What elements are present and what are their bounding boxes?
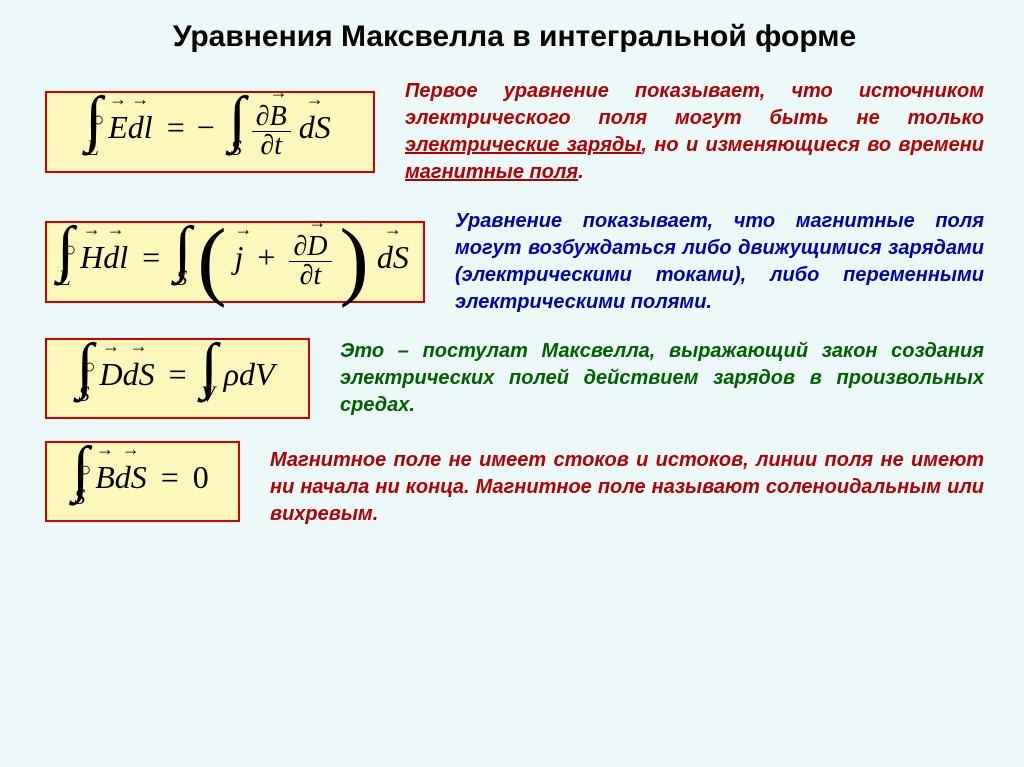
eq1-desc-u2: магнитные поля xyxy=(405,161,578,183)
eq4-B: B xyxy=(95,459,115,496)
equation-box-1: ∫L Eddll =− ∫S ∂B∂t dS xyxy=(45,91,375,172)
equation-row-4: ∫S BdS = 0 Магнитное поле не имеет стоко… xyxy=(45,441,984,528)
eq1-desc-p3: . xyxy=(578,161,584,183)
equation-box-2: ∫L Hdl = ∫S ( j + ∂D∂t ) dS xyxy=(45,221,425,302)
equation-4: ∫S BdS = 0 xyxy=(72,451,209,510)
equation-2: ∫L Hdl = ∫S ( j + ∂D∂t ) dS xyxy=(57,231,409,290)
equation-3: ∫S DdS = ∫V ρdV xyxy=(76,348,274,407)
eq1-sub-S: S xyxy=(229,135,244,161)
eq2-sub-S: S xyxy=(174,265,189,291)
equation-1: ∫L Eddll =− ∫S ∂B∂t dS xyxy=(85,101,330,160)
equation-row-2: ∫L Hdl = ∫S ( j + ∂D∂t ) dS Уравнение по… xyxy=(45,208,984,316)
eq1-desc-p1: Первое уравнение показывает, что источни… xyxy=(405,80,984,129)
equation-2-description: Уравнение показывает, что магнитные поля… xyxy=(455,208,984,316)
equation-4-description: Магнитное поле не имеет стоков и истоков… xyxy=(270,441,984,528)
eq4-rhs: 0 xyxy=(193,459,209,495)
eq3-D: D xyxy=(99,356,122,393)
eq1-desc-p2: , но и изменяющиеся во времени xyxy=(641,134,984,156)
equation-box-3: ∫S DdS = ∫V ρdV xyxy=(45,338,310,419)
equation-1-description: Первое уравнение показывает, что источни… xyxy=(405,78,984,186)
equation-3-description: Это – постулат Максвелла, выражающий зак… xyxy=(340,338,984,419)
page-title: Уравнения Максвелла в интегральной форме xyxy=(45,20,984,54)
eq2-j: j xyxy=(235,239,244,276)
eq2-H: H xyxy=(80,239,103,276)
eq1-desc-u1: электрические заряды xyxy=(405,134,641,156)
equation-row-3: ∫S DdS = ∫V ρdV Это – постулат Максвелла… xyxy=(45,338,984,419)
eq1-E: E xyxy=(108,109,128,146)
equation-box-4: ∫S BdS = 0 xyxy=(45,441,240,522)
equation-row-1: ∫L Eddll =− ∫S ∂B∂t dS Первое уравнение … xyxy=(45,78,984,186)
eq3-sub-V: V xyxy=(201,381,216,407)
